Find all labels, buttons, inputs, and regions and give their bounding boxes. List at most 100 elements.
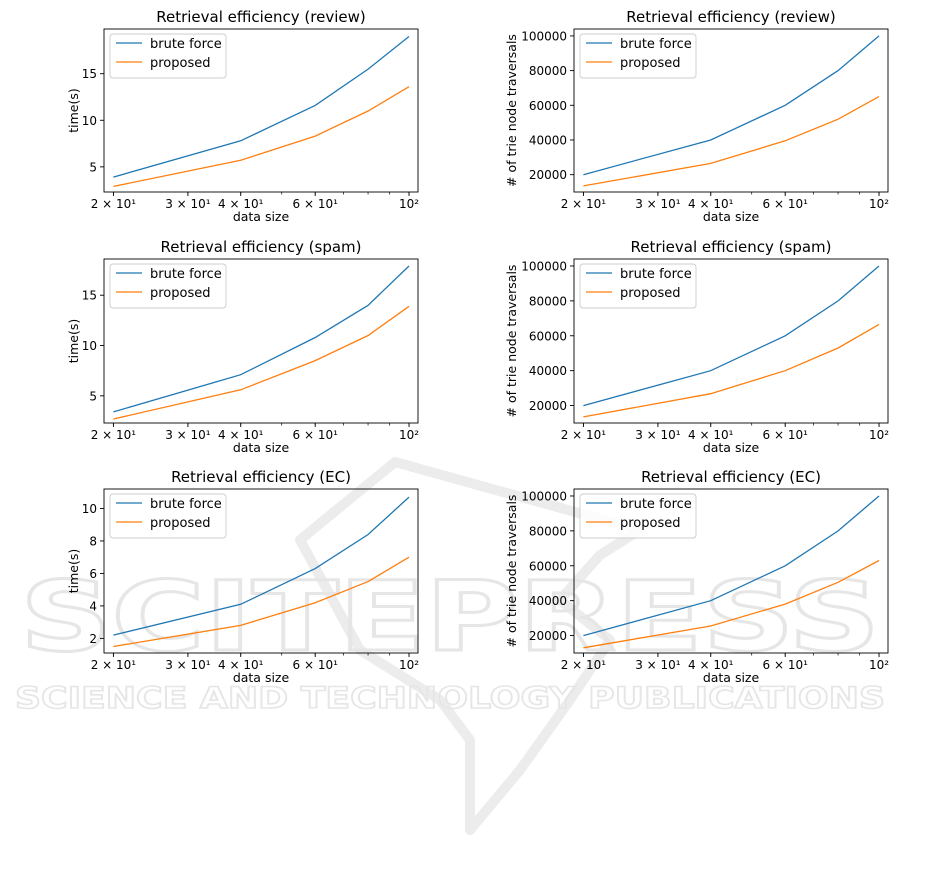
- y-axis-label: time(s): [66, 88, 81, 133]
- x-tick-label: 2 × 10¹: [561, 428, 607, 442]
- y-tick-label: 100000: [521, 29, 567, 43]
- legend-label: brute force: [150, 497, 222, 512]
- legend-label: proposed: [150, 56, 211, 71]
- legend-label: proposed: [620, 286, 681, 301]
- x-tick-label: 6 × 10¹: [293, 197, 339, 211]
- x-axis-label: data size: [703, 670, 760, 685]
- series-line: [113, 556, 410, 648]
- chart-title: Retrieval efficiency (review): [626, 8, 836, 26]
- x-tick-label: 10²: [399, 428, 419, 442]
- y-tick-label: 10: [82, 502, 97, 516]
- y-tick-label: 5: [89, 160, 97, 174]
- x-tick-label: 4 × 10¹: [218, 428, 264, 442]
- x-axis-label: data size: [233, 670, 290, 685]
- x-tick-label: 6 × 10¹: [763, 197, 809, 211]
- y-tick-label: 15: [82, 289, 97, 303]
- y-tick-label: 15: [82, 67, 97, 81]
- series-line: [113, 265, 410, 413]
- y-tick-label: 5: [89, 389, 97, 403]
- y-tick-label: 20000: [529, 629, 567, 643]
- legend-label: proposed: [150, 286, 211, 301]
- y-tick-label: 80000: [529, 294, 567, 308]
- y-tick-label: 20000: [529, 399, 567, 413]
- y-tick-label: 2: [89, 632, 97, 646]
- legend-box: [109, 493, 227, 539]
- x-tick-label: 6 × 10¹: [293, 658, 339, 672]
- legend-label: proposed: [620, 516, 681, 531]
- y-tick-label: 20000: [529, 168, 567, 182]
- chart-title: Retrieval efficiency (spam): [630, 238, 831, 256]
- legend: brute force proposed: [109, 263, 227, 309]
- x-tick-label: 4 × 10¹: [688, 197, 734, 211]
- series-line: [583, 265, 880, 407]
- x-tick-label: 10²: [869, 658, 889, 672]
- x-tick-label: 4 × 10¹: [688, 658, 734, 672]
- legend-label: brute force: [620, 37, 692, 52]
- y-axis-label: # of trie node traversals: [504, 265, 519, 418]
- legend-box: [579, 263, 697, 309]
- series-line: [583, 323, 880, 418]
- x-tick-label: 4 × 10¹: [218, 658, 264, 672]
- y-tick-label: 100000: [521, 489, 567, 503]
- x-tick-label: 2 × 10¹: [91, 658, 137, 672]
- legend-box: [579, 33, 697, 79]
- x-tick-label: 10²: [869, 197, 889, 211]
- chart-panel: Retrieval efficiency (spam) 2 × 10¹ 3 × 10…: [504, 238, 889, 455]
- y-axis-label: time(s): [66, 549, 81, 594]
- y-tick-label: 40000: [529, 364, 567, 378]
- x-tick-label: 3 × 10¹: [635, 428, 681, 442]
- x-tick-label: 4 × 10¹: [688, 428, 734, 442]
- series-line: [113, 496, 410, 636]
- x-tick-label: 2 × 10¹: [91, 428, 137, 442]
- y-tick-label: 60000: [529, 329, 567, 343]
- plot-frame: [573, 488, 889, 654]
- legend-box: [109, 263, 227, 309]
- series-line: [113, 305, 410, 420]
- series-line: [583, 96, 880, 187]
- x-tick-label: 6 × 10¹: [763, 658, 809, 672]
- legend-label: proposed: [150, 516, 211, 531]
- legend-label: brute force: [150, 37, 222, 52]
- x-tick-label: 3 × 10¹: [165, 658, 211, 672]
- legend: brute force proposed: [579, 33, 697, 79]
- y-tick-label: 80000: [529, 524, 567, 538]
- plot-frame: [573, 258, 889, 424]
- y-tick-label: 60000: [529, 99, 567, 113]
- chart-title: Retrieval efficiency (review): [156, 8, 366, 26]
- x-tick-label: 2 × 10¹: [561, 658, 607, 672]
- y-tick-label: 6: [89, 567, 97, 581]
- legend-label: proposed: [620, 56, 681, 71]
- series-line: [583, 35, 880, 176]
- y-axis-label: # of trie node traversals: [504, 34, 519, 187]
- chart-panel: Retrieval efficiency (review) 2 × 10¹ 3 × …: [66, 8, 419, 224]
- y-tick-label: 40000: [529, 133, 567, 147]
- x-tick-label: 2 × 10¹: [561, 197, 607, 211]
- legend-box: [109, 33, 227, 79]
- chart-title: Retrieval efficiency (EC): [641, 468, 821, 486]
- legend: brute force proposed: [109, 493, 227, 539]
- y-axis-label: # of trie node traversals: [504, 495, 519, 648]
- plot-frame: [103, 488, 419, 654]
- y-tick-label: 8: [89, 534, 97, 548]
- x-tick-label: 4 × 10¹: [218, 197, 264, 211]
- series-line: [583, 559, 880, 649]
- x-tick-label: 10²: [399, 197, 419, 211]
- legend-label: brute force: [150, 267, 222, 282]
- chart-panel: Retrieval efficiency (EC) 2 × 10¹ 3 × 10¹ 4…: [504, 468, 889, 685]
- chart-panel: Retrieval efficiency (EC) 2 × 10¹ 3 × 10¹ 4…: [66, 468, 419, 685]
- x-axis-label: data size: [233, 209, 290, 224]
- y-tick-label: 4: [89, 599, 97, 613]
- y-tick-label: 40000: [529, 594, 567, 608]
- legend: brute force proposed: [109, 33, 227, 79]
- plot-frame: [103, 258, 419, 424]
- chart-title: Retrieval efficiency (EC): [171, 468, 351, 486]
- x-tick-label: 3 × 10¹: [165, 428, 211, 442]
- x-axis-label: data size: [233, 440, 290, 455]
- legend-label: brute force: [620, 497, 692, 512]
- x-tick-label: 6 × 10¹: [763, 428, 809, 442]
- y-tick-label: 100000: [521, 259, 567, 273]
- y-tick-label: 10: [82, 339, 97, 353]
- legend-box: [579, 493, 697, 539]
- x-axis-label: data size: [703, 440, 760, 455]
- series-line: [583, 495, 880, 637]
